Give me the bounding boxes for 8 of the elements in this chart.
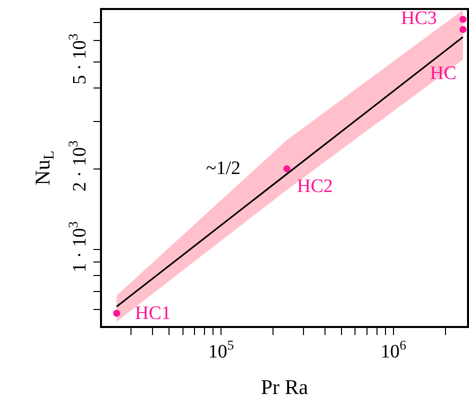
annotation: HC3 [401,8,437,29]
annotation: HC1 [135,303,171,324]
annotation: ~1/2 [206,158,241,179]
annotation: HC [430,63,456,84]
annotation: HC2 [297,176,333,197]
x-tick-label: 10$^{6}$ [380,338,407,363]
x-tick-label: 10$^{5}$ [208,338,234,363]
x-axis-title: Pr Ra [260,375,309,400]
